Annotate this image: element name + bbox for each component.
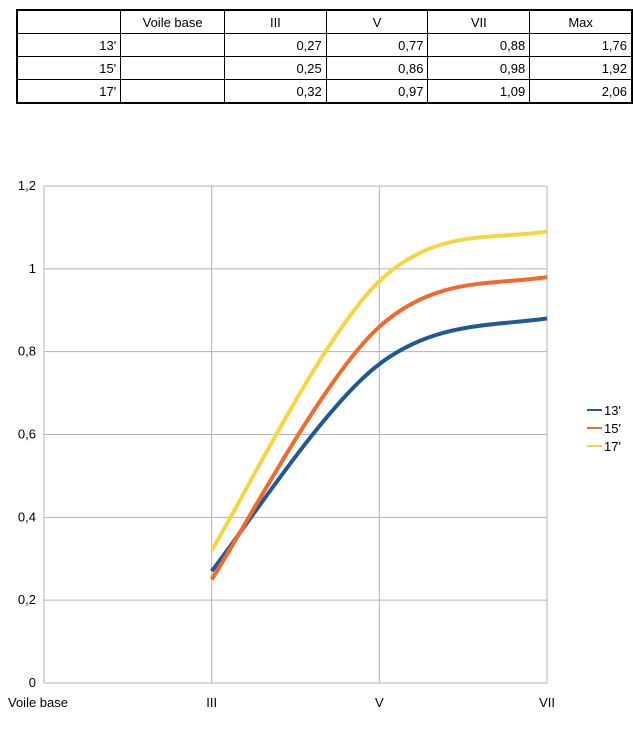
legend-label: 13' [604, 403, 621, 418]
table-cell [120, 33, 226, 57]
y-tick-label: 0 [29, 675, 36, 690]
series-lines [209, 229, 548, 581]
table-cell: 0,77 [325, 33, 429, 57]
table-header-cell: Voile base [120, 9, 226, 34]
y-tick-label: 1,2 [18, 178, 36, 193]
table-row: 13' 0,27 0,77 0,88 1,76 [16, 33, 633, 57]
y-tick-label: 1 [29, 261, 36, 276]
table-cell [120, 56, 226, 80]
x-tick-label: VII [539, 695, 555, 710]
table-cell [120, 79, 226, 104]
series-line [210, 275, 548, 581]
line-chart: 00,20,40,60,811,2 Voile base III V VII 13'1… [8, 178, 621, 710]
table-cell: 17' [16, 79, 122, 104]
table-cell: 0,27 [224, 33, 327, 57]
x-tick-label: V [375, 695, 384, 710]
table-row: 17' 0,32 0,97 1,09 2,06 [16, 79, 633, 104]
data-table: Voile base III V VII Max 13' 0,27 0,77 0,88 1,76 1… [16, 9, 633, 104]
plot-frame [43, 185, 548, 684]
series-line [209, 229, 548, 552]
table-cell: 0,32 [224, 79, 327, 104]
table-header-cell: III [224, 9, 327, 34]
table-header-cell: VII [427, 9, 531, 34]
x-tick-labels: Voile base III V VII [8, 695, 555, 710]
table-cell: 1,76 [529, 33, 633, 57]
y-tick-labels: 0 0,2 0,4 0,6 0,8 1 1,2 [18, 178, 36, 690]
legend-label: 15' [604, 421, 621, 436]
table-cell: 0,97 [325, 79, 429, 104]
y-tick-label: 0,4 [18, 509, 36, 524]
table-header-cell [16, 9, 122, 34]
table-cell: 13' [16, 33, 122, 57]
table-cell: 1,09 [427, 79, 531, 104]
table-row: 15' 0,25 0,86 0,98 1,92 [16, 56, 633, 80]
table-cell: 2,06 [529, 79, 633, 104]
gridlines [43, 185, 548, 684]
table-cell: 0,88 [427, 33, 531, 57]
table-cell: 0,86 [325, 56, 429, 80]
x-tick-label: III [206, 695, 217, 710]
table-cell: 15' [16, 56, 122, 80]
y-tick-label: 0,8 [18, 344, 36, 359]
table-header-cell: V [325, 9, 429, 34]
table-cell: 0,25 [224, 56, 327, 80]
table-header-cell: Max [529, 9, 633, 34]
table-cell: 1,92 [529, 56, 633, 80]
legend: 13' 15' 17' [587, 403, 621, 454]
y-tick-label: 0,2 [18, 592, 36, 607]
table-header-row: Voile base III V VII Max [16, 9, 633, 34]
table-cell: 0,98 [427, 56, 531, 80]
axes [43, 185, 548, 684]
y-tick-label: 0,6 [18, 427, 36, 442]
x-tick-label: Voile base [8, 695, 68, 710]
legend-label: 17' [604, 439, 621, 454]
